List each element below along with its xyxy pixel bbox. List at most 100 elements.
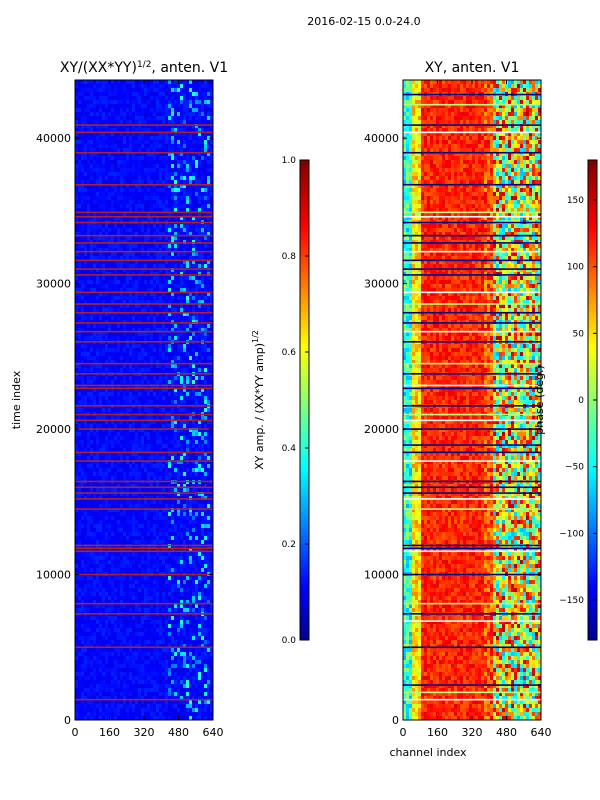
- heatmap-cell: [111, 168, 115, 173]
- heatmap-cell: [174, 204, 178, 209]
- heatmap-cell: [123, 296, 127, 301]
- heatmap-cell: [192, 396, 196, 401]
- heatmap-cell: [180, 432, 184, 437]
- heatmap-cell: [210, 84, 213, 89]
- heatmap-cell: [177, 448, 181, 453]
- heatmap-cell: [123, 396, 127, 401]
- heatmap-cell: [144, 300, 148, 305]
- heatmap-cell: [126, 144, 130, 149]
- heatmap-cell: [90, 420, 94, 425]
- heatmap-cell: [111, 208, 115, 213]
- heatmap-cell: [162, 296, 166, 301]
- heatmap-cell: [183, 232, 187, 237]
- heatmap-cell: [174, 164, 178, 169]
- heatmap-cell: [75, 152, 79, 157]
- heatmap-cell: [162, 184, 166, 189]
- heatmap-cell: [192, 300, 196, 305]
- heatmap-cell: [78, 216, 82, 221]
- heatmap-cell: [156, 172, 160, 177]
- heatmap-cell: [156, 304, 160, 309]
- heatmap-cell: [90, 124, 94, 129]
- heatmap-cell: [180, 440, 184, 445]
- heatmap-cell: [96, 288, 100, 293]
- heatmap-cell: [144, 464, 148, 469]
- heatmap-cell: [78, 388, 82, 393]
- heatmap-cell: [141, 328, 145, 333]
- heatmap-cell: [117, 212, 121, 217]
- heatmap-cell: [135, 388, 139, 393]
- heatmap-cell: [156, 308, 160, 313]
- heatmap-cell: [192, 152, 196, 157]
- heatmap-cell: [102, 136, 106, 141]
- heatmap-cell: [171, 156, 175, 161]
- heatmap-cell: [198, 180, 202, 185]
- heatmap-cell: [120, 200, 124, 205]
- heatmap-cell: [192, 232, 196, 237]
- heatmap-cell: [198, 112, 202, 117]
- heatmap-cell: [87, 504, 91, 509]
- heatmap-cell: [141, 420, 145, 425]
- heatmap-cell: [183, 328, 187, 333]
- heatmap-cell: [102, 84, 106, 89]
- heatmap-cell: [108, 132, 112, 137]
- heatmap-cell: [108, 244, 112, 249]
- heatmap-cell: [177, 212, 181, 217]
- heatmap-cell: [81, 344, 85, 349]
- heatmap-cell: [207, 232, 211, 237]
- heatmap-cell: [114, 380, 118, 385]
- heatmap-cell: [87, 164, 91, 169]
- heatmap-cell: [114, 308, 118, 313]
- heatmap-cell: [84, 232, 88, 237]
- heatmap-cell: [201, 500, 205, 505]
- heatmap-cell: [93, 396, 97, 401]
- heatmap-cell: [93, 236, 97, 241]
- heatmap-cell: [96, 316, 100, 321]
- heatmap-cell: [171, 312, 175, 317]
- heatmap-cell: [156, 472, 160, 477]
- heatmap-cell: [123, 476, 127, 481]
- heatmap-cell: [114, 344, 118, 349]
- heatmap-cell: [105, 144, 109, 149]
- heatmap-cell: [108, 112, 112, 117]
- heatmap-cell: [87, 152, 91, 157]
- heatmap-cell: [126, 276, 130, 281]
- heatmap-cell: [207, 252, 211, 257]
- heatmap-cell: [168, 260, 172, 265]
- heatmap-cell: [195, 468, 199, 473]
- heatmap-cell: [123, 332, 127, 337]
- heatmap-cell: [195, 448, 199, 453]
- heatmap-cell: [111, 456, 115, 461]
- heatmap-cell: [111, 128, 115, 133]
- heatmap-cell: [90, 164, 94, 169]
- heatmap-cell: [144, 120, 148, 125]
- heatmap-cell: [78, 152, 82, 157]
- heatmap-cell: [147, 468, 151, 473]
- heatmap-cell: [117, 248, 121, 253]
- heatmap-cell: [186, 388, 190, 393]
- heatmap-cell: [153, 228, 157, 233]
- heatmap-cell: [87, 476, 91, 481]
- heatmap-cell: [108, 208, 112, 213]
- heatmap-cell: [99, 324, 103, 329]
- heatmap-cell: [132, 500, 136, 505]
- heatmap-cell: [75, 196, 79, 201]
- heatmap-cell: [141, 268, 145, 273]
- heatmap-cell: [210, 460, 213, 465]
- heatmap-cell: [204, 188, 208, 193]
- heatmap-cell: [117, 268, 121, 273]
- heatmap-cell: [180, 92, 184, 97]
- heatmap-cell: [183, 160, 187, 165]
- heatmap-cell: [132, 476, 136, 481]
- heatmap-cell: [141, 312, 145, 317]
- heatmap-cell: [150, 140, 154, 145]
- heatmap-cell: [189, 184, 193, 189]
- heatmap-cell: [102, 472, 106, 477]
- heatmap-cell: [96, 80, 100, 85]
- heatmap-cell: [87, 256, 91, 261]
- heatmap-cell: [180, 284, 184, 289]
- heatmap-cell: [201, 396, 205, 401]
- heatmap-cell: [198, 244, 202, 249]
- heatmap-cell: [93, 508, 97, 513]
- heatmap-cell: [159, 248, 163, 253]
- heatmap-cell: [132, 192, 136, 197]
